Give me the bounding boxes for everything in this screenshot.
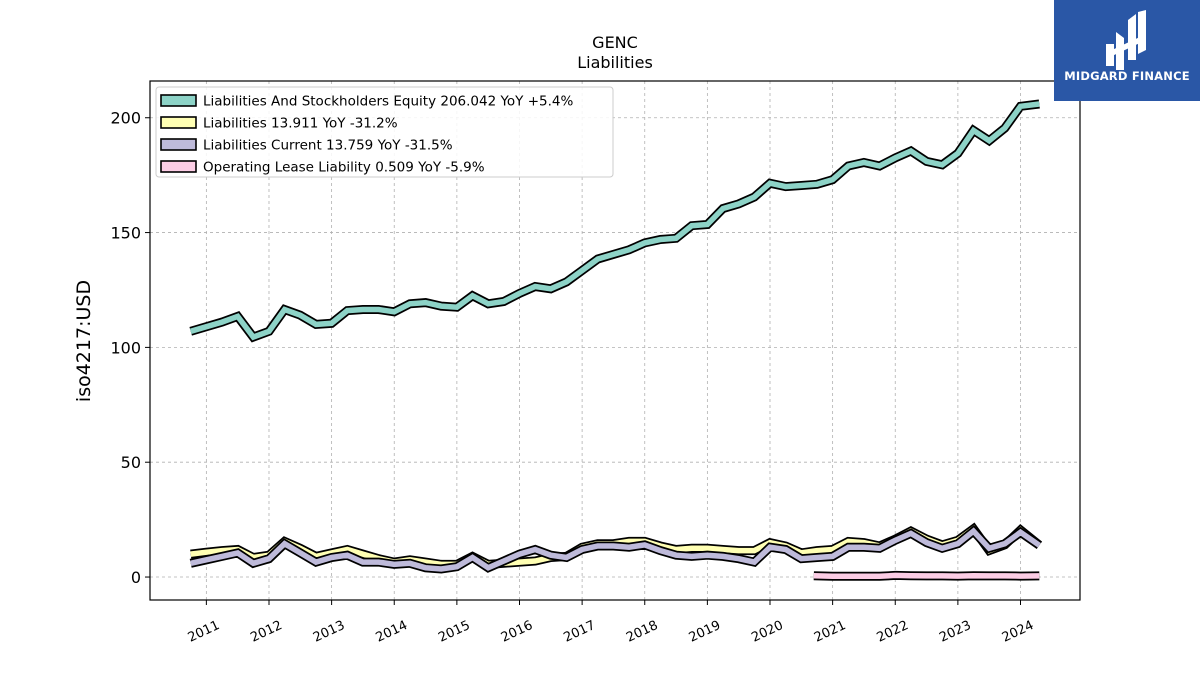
x-tick-label: 2021 [812,618,848,646]
chart-subtitle: Liabilities [577,53,653,72]
series-0 [189,99,1040,343]
y-axis-label: iso4217:USD [73,280,95,402]
legend-label: Liabilities And Stockholders Equity 206.… [203,94,573,110]
x-tick-label: 2017 [561,618,597,646]
brand-logo: MIDGARD FINANCE [1054,0,1200,101]
gridlines [150,81,1080,600]
plot-frame [149,80,1081,601]
x-tick-label: 2011 [186,618,222,646]
series-layer [189,99,1043,581]
legend-swatch [160,138,197,151]
x-tick-label: 2012 [248,618,284,646]
y-tick-label: 200 [110,109,141,128]
y-tick-label: 100 [110,338,141,357]
logo-mark-icon [1106,10,1146,70]
series-line [813,572,1040,580]
legend-swatch [160,116,197,129]
series-2 [189,524,1042,574]
x-tick-label: 2024 [1000,618,1036,646]
series-line [189,101,1040,341]
y-tick-label: 150 [110,224,141,243]
legend: Liabilities And Stockholders Equity 206.… [155,86,614,178]
x-tick-label: 2018 [624,618,660,646]
x-tick-label: 2019 [687,618,723,646]
legend-box [155,86,614,178]
x-tick-label: 2015 [436,618,472,646]
x-tick-label: 2013 [311,618,347,646]
legend-swatch [160,94,197,107]
x-tick-label: 2020 [749,618,785,646]
y-tick-label: 0 [131,568,141,587]
y-tick-label: 50 [121,453,141,472]
legend-swatch [160,160,197,173]
logo-text: MIDGARD FINANCE [1064,69,1190,83]
legend-label: Liabilities Current 13.759 YoY -31.5% [203,138,453,154]
legend-label: Liabilities 13.911 YoY -31.2% [203,116,398,132]
legend-label: Operating Lease Liability 0.509 YoY -5.9… [203,160,485,176]
chart-title: GENC [592,33,638,52]
x-tick-label: 2023 [937,618,973,646]
series-3 [813,570,1040,581]
x-tick-label: 2016 [499,618,535,646]
series-line [190,527,1041,572]
x-tick-label: 2014 [374,618,410,646]
x-tick-label: 2022 [875,618,911,646]
